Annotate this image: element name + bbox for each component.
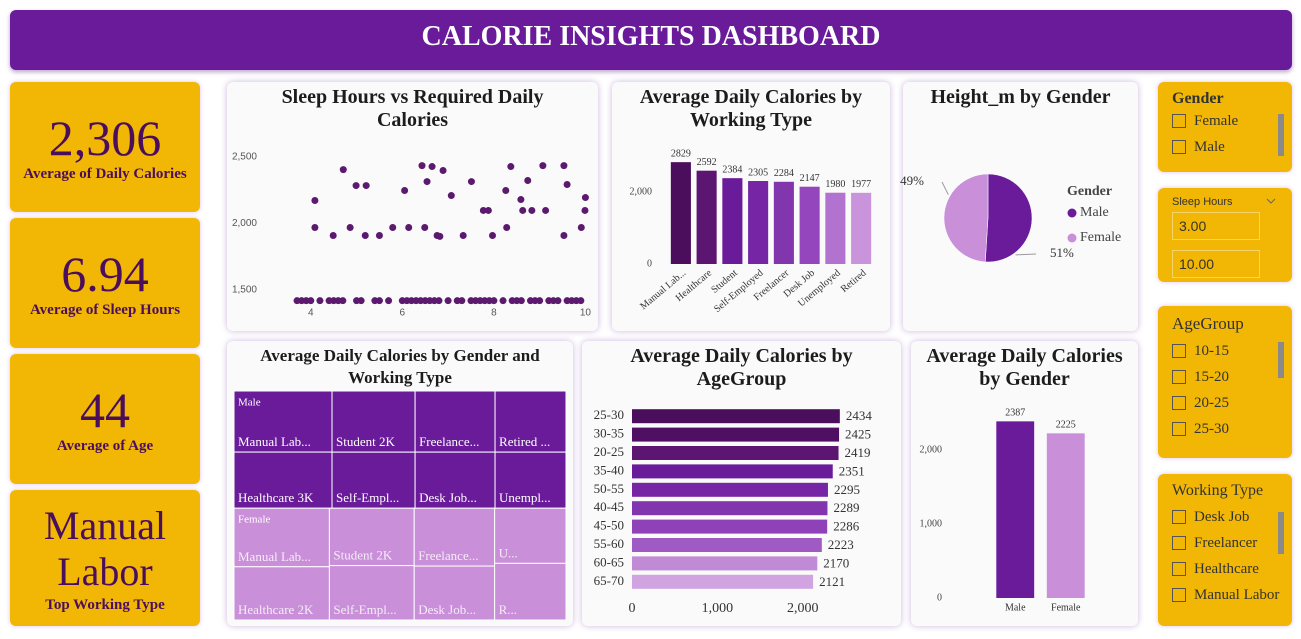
chart-title: Sleep Hours vs Required Daily Calories <box>281 86 544 131</box>
slicer-option[interactable]: 10-15 <box>1172 342 1292 360</box>
kpi-value: 6.94 <box>61 245 149 302</box>
worktype-slicer: Working Type Desk Job Freelancer Healthc… <box>1158 474 1292 626</box>
kpi-label: Top Working Type <box>45 596 165 613</box>
slicer-option[interactable]: Freelancer <box>1172 534 1292 552</box>
dashboard-title: CALORIE INSIGHTS DASHBOARD <box>10 10 1292 70</box>
option-label: Male <box>1194 138 1225 155</box>
checkbox[interactable] <box>1172 562 1186 576</box>
slicer-option[interactable]: Male <box>1172 138 1292 156</box>
option-label: 10-15 <box>1194 342 1229 359</box>
slicer-title: Sleep Hours <box>1172 196 1233 208</box>
option-label: 25-30 <box>1194 420 1229 437</box>
scrollbar[interactable] <box>1278 342 1284 378</box>
slicer-option[interactable]: 20-25 <box>1172 394 1292 412</box>
slicer-option[interactable]: 15-20 <box>1172 368 1292 386</box>
scrollbar[interactable] <box>1278 114 1284 156</box>
range-max-input[interactable]: 10.00 <box>1172 250 1260 278</box>
kpi-card: 6.94 Average of Sleep Hours <box>10 218 200 348</box>
slicer-option[interactable]: 25-30 <box>1172 420 1292 438</box>
chevron[interactable] <box>1266 198 1276 204</box>
option-label: Freelancer <box>1194 534 1258 551</box>
slicer-option[interactable]: Healthcare <box>1172 560 1292 578</box>
chart-panel: Height_m by Gender <box>903 82 1138 331</box>
checkbox[interactable] <box>1172 422 1186 436</box>
range-min-input[interactable]: 3.00 <box>1172 212 1260 240</box>
kpi-label: Average of Daily Calories <box>23 165 187 182</box>
option-label: 15-20 <box>1194 368 1229 385</box>
slicer-option[interactable]: Female <box>1172 112 1292 130</box>
slicer-title: AgeGroup <box>1172 314 1244 333</box>
option-label: Manual Labor <box>1194 586 1280 603</box>
slicer-option[interactable]: Desk Job <box>1172 508 1292 526</box>
chart-panel: Average Daily Calories by Gender <box>911 341 1138 626</box>
option-label: Healthcare <box>1194 560 1259 577</box>
checkbox[interactable] <box>1172 536 1186 550</box>
kpi-card: 44 Average of Age <box>10 354 200 484</box>
kpi-value: 2,306 <box>48 109 162 166</box>
option-label: Desk Job <box>1194 508 1250 525</box>
gender-slicer: Gender Female Male <box>1158 82 1292 172</box>
chart-title: Average Daily Calories by AgeGroup <box>630 345 853 390</box>
checkbox[interactable] <box>1172 510 1186 524</box>
kpi-value: Manual Labor <box>43 502 167 594</box>
kpi-label: Average of Sleep Hours <box>29 301 181 318</box>
kpi-card: 2,306 Average of Daily Calories <box>10 82 200 212</box>
slicer-option[interactable]: Manual Labor <box>1172 586 1292 604</box>
scrollbar[interactable] <box>1278 512 1284 554</box>
checkbox[interactable] <box>1172 588 1186 602</box>
chart-panel: Average Daily Calories by Working Type <box>612 82 890 331</box>
chart-title: Height_m by Gender <box>930 86 1111 108</box>
chart-title: Average Daily Calories by Working Type <box>639 86 863 131</box>
option-label: Female <box>1194 112 1239 129</box>
kpi-value: 44 <box>80 381 130 438</box>
chart-panel: Sleep Hours vs Required Daily Calories <box>227 82 598 331</box>
agegroup-slicer: AgeGroup 10-15 15-20 20-25 25-30 <box>1158 306 1292 458</box>
slicer-title: Working Type <box>1172 482 1264 499</box>
kpi-card: Manual Labor Top Working Type <box>10 490 200 626</box>
checkbox[interactable] <box>1172 396 1186 410</box>
checkbox[interactable] <box>1172 344 1186 358</box>
chart-panel: Average Daily Calories by AgeGroup <box>582 341 901 626</box>
slicer-title: Gender <box>1172 90 1224 107</box>
chart-title: Average Daily Calories by Gender <box>926 345 1123 390</box>
chart-title: Average Daily Calories by Gender and Wor… <box>260 346 540 387</box>
checkbox[interactable] <box>1172 114 1186 128</box>
checkbox[interactable] <box>1172 140 1186 154</box>
option-label: 20-25 <box>1194 394 1229 411</box>
kpi-label: Average of Age <box>56 437 154 454</box>
chart-panel: Average Daily Calories by Gender and Wor… <box>227 341 573 626</box>
checkbox[interactable] <box>1172 370 1186 384</box>
sleep-slicer: Sleep Hours 3.00 10.00 <box>1158 188 1292 282</box>
